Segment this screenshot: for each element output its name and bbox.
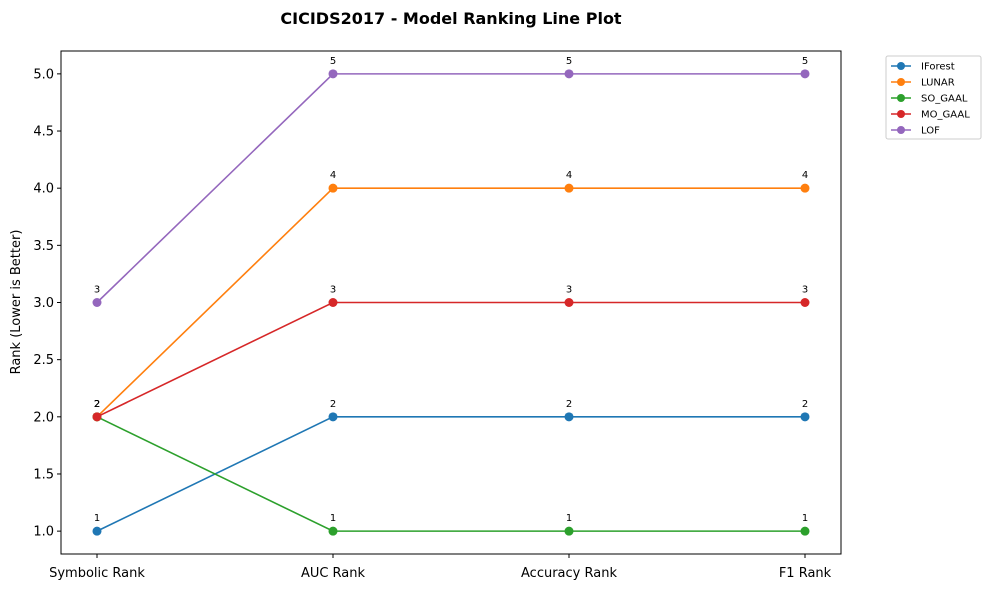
data-label-lof: 5: [802, 56, 808, 67]
data-point-so-gaal: [564, 526, 574, 536]
data-label-mo-gaal: 3: [802, 285, 808, 296]
y-axis-label: Rank (Lower is Better): [9, 230, 24, 375]
series-line-lunar: [96, 187, 805, 418]
data-point-lunar: [328, 183, 338, 193]
data-point-so-gaal: [800, 526, 810, 536]
data-label-so-gaal: 1: [802, 513, 808, 524]
data-label-iforest: 1: [94, 513, 100, 524]
data-label-lof: 3: [94, 285, 100, 296]
legend-label-lunar: LUNAR: [921, 78, 955, 89]
y-axis: 1.0 1.5 2.0 2.5 3.0 3.5 4.0 4.5 5.0: [33, 67, 61, 540]
data-label-mo-gaal: 3: [330, 285, 336, 296]
series-line-iforest: [96, 416, 805, 532]
legend-marker-lunar: [897, 78, 905, 86]
y-tick-label: 2.5: [33, 353, 54, 368]
data-point-lof: [564, 69, 574, 79]
legend-label-so-gaal: SO_GAAL: [921, 94, 968, 105]
legend-marker-mo-gaal: [897, 110, 905, 118]
data-point-lunar: [800, 183, 810, 193]
y-tick-label: 5.0: [33, 67, 54, 82]
y-tick-label: 3.5: [33, 239, 54, 254]
data-label-lunar: 4: [802, 170, 808, 181]
x-axis: Symbolic Rank AUC Rank Accuracy Rank F1 Ran…: [49, 554, 832, 581]
data-labels: 12 2 224 4 421 1 123 3 335 5 5: [94, 56, 808, 524]
data-label-mo-gaal: 3: [566, 285, 572, 296]
data-point-iforest: [92, 526, 102, 536]
data-point-mo-gaal: [564, 298, 574, 307]
data-label-iforest: 2: [330, 399, 336, 410]
y-tick-label: 2.0: [33, 410, 54, 425]
series-line-lof: [96, 73, 805, 304]
data-point-lof: [800, 69, 810, 79]
data-label-lunar: 2: [94, 399, 100, 410]
data-label-mo-gaal: 2: [94, 399, 100, 410]
x-tick-label: F1 Rank: [779, 566, 832, 581]
data-label-lof: 5: [566, 56, 572, 67]
series-line-so-gaal: [96, 416, 805, 532]
data-label-so-gaal: 1: [330, 513, 336, 524]
y-tick-label: 4.0: [33, 182, 54, 197]
data-point-mo-gaal: [800, 298, 810, 307]
data-point-iforest: [328, 412, 338, 422]
series-line-mo-gaal: [96, 301, 805, 418]
legend: IForest LUNAR SO_GAAL MO_GAAL LOF: [885, 55, 982, 140]
data-label-so-gaal: 2: [94, 399, 100, 410]
data-label-so-gaal: 1: [566, 513, 572, 524]
data-label-lunar: 4: [330, 170, 336, 181]
data-point-iforest: [564, 412, 574, 422]
data-label-iforest: 2: [566, 399, 572, 410]
y-tick-label: 3.0: [33, 296, 54, 311]
data-point-mo-gaal: [92, 412, 102, 422]
series-layer: [92, 69, 810, 536]
data-point-mo-gaal: [328, 298, 338, 307]
chart-title: CICIDS2017 - Model Ranking Line Plot: [280, 9, 622, 28]
legend-label-mo-gaal: MO_GAAL: [921, 110, 970, 121]
y-tick-label: 1.0: [33, 525, 54, 540]
legend-label-lof: LOF: [921, 126, 940, 137]
x-tick-label: Symbolic Rank: [49, 566, 145, 581]
data-label-iforest: 2: [802, 399, 808, 410]
y-tick-label: 4.5: [33, 125, 54, 140]
x-tick-label: AUC Rank: [301, 566, 366, 581]
x-tick-label: Accuracy Rank: [521, 566, 617, 581]
data-point-iforest: [800, 412, 810, 422]
data-label-lunar: 4: [566, 170, 572, 181]
data-point-lunar: [564, 183, 574, 193]
data-label-lof: 5: [330, 56, 336, 67]
y-tick-label: 1.5: [33, 467, 54, 482]
data-point-lof: [92, 298, 102, 307]
data-point-so-gaal: [328, 526, 338, 536]
legend-box: [885, 55, 982, 140]
data-point-lof: [328, 69, 338, 79]
legend-marker-iforest: [897, 62, 905, 70]
legend-marker-lof: [897, 126, 905, 134]
legend-marker-so-gaal: [897, 94, 905, 102]
legend-label-iforest: IForest: [921, 62, 955, 73]
